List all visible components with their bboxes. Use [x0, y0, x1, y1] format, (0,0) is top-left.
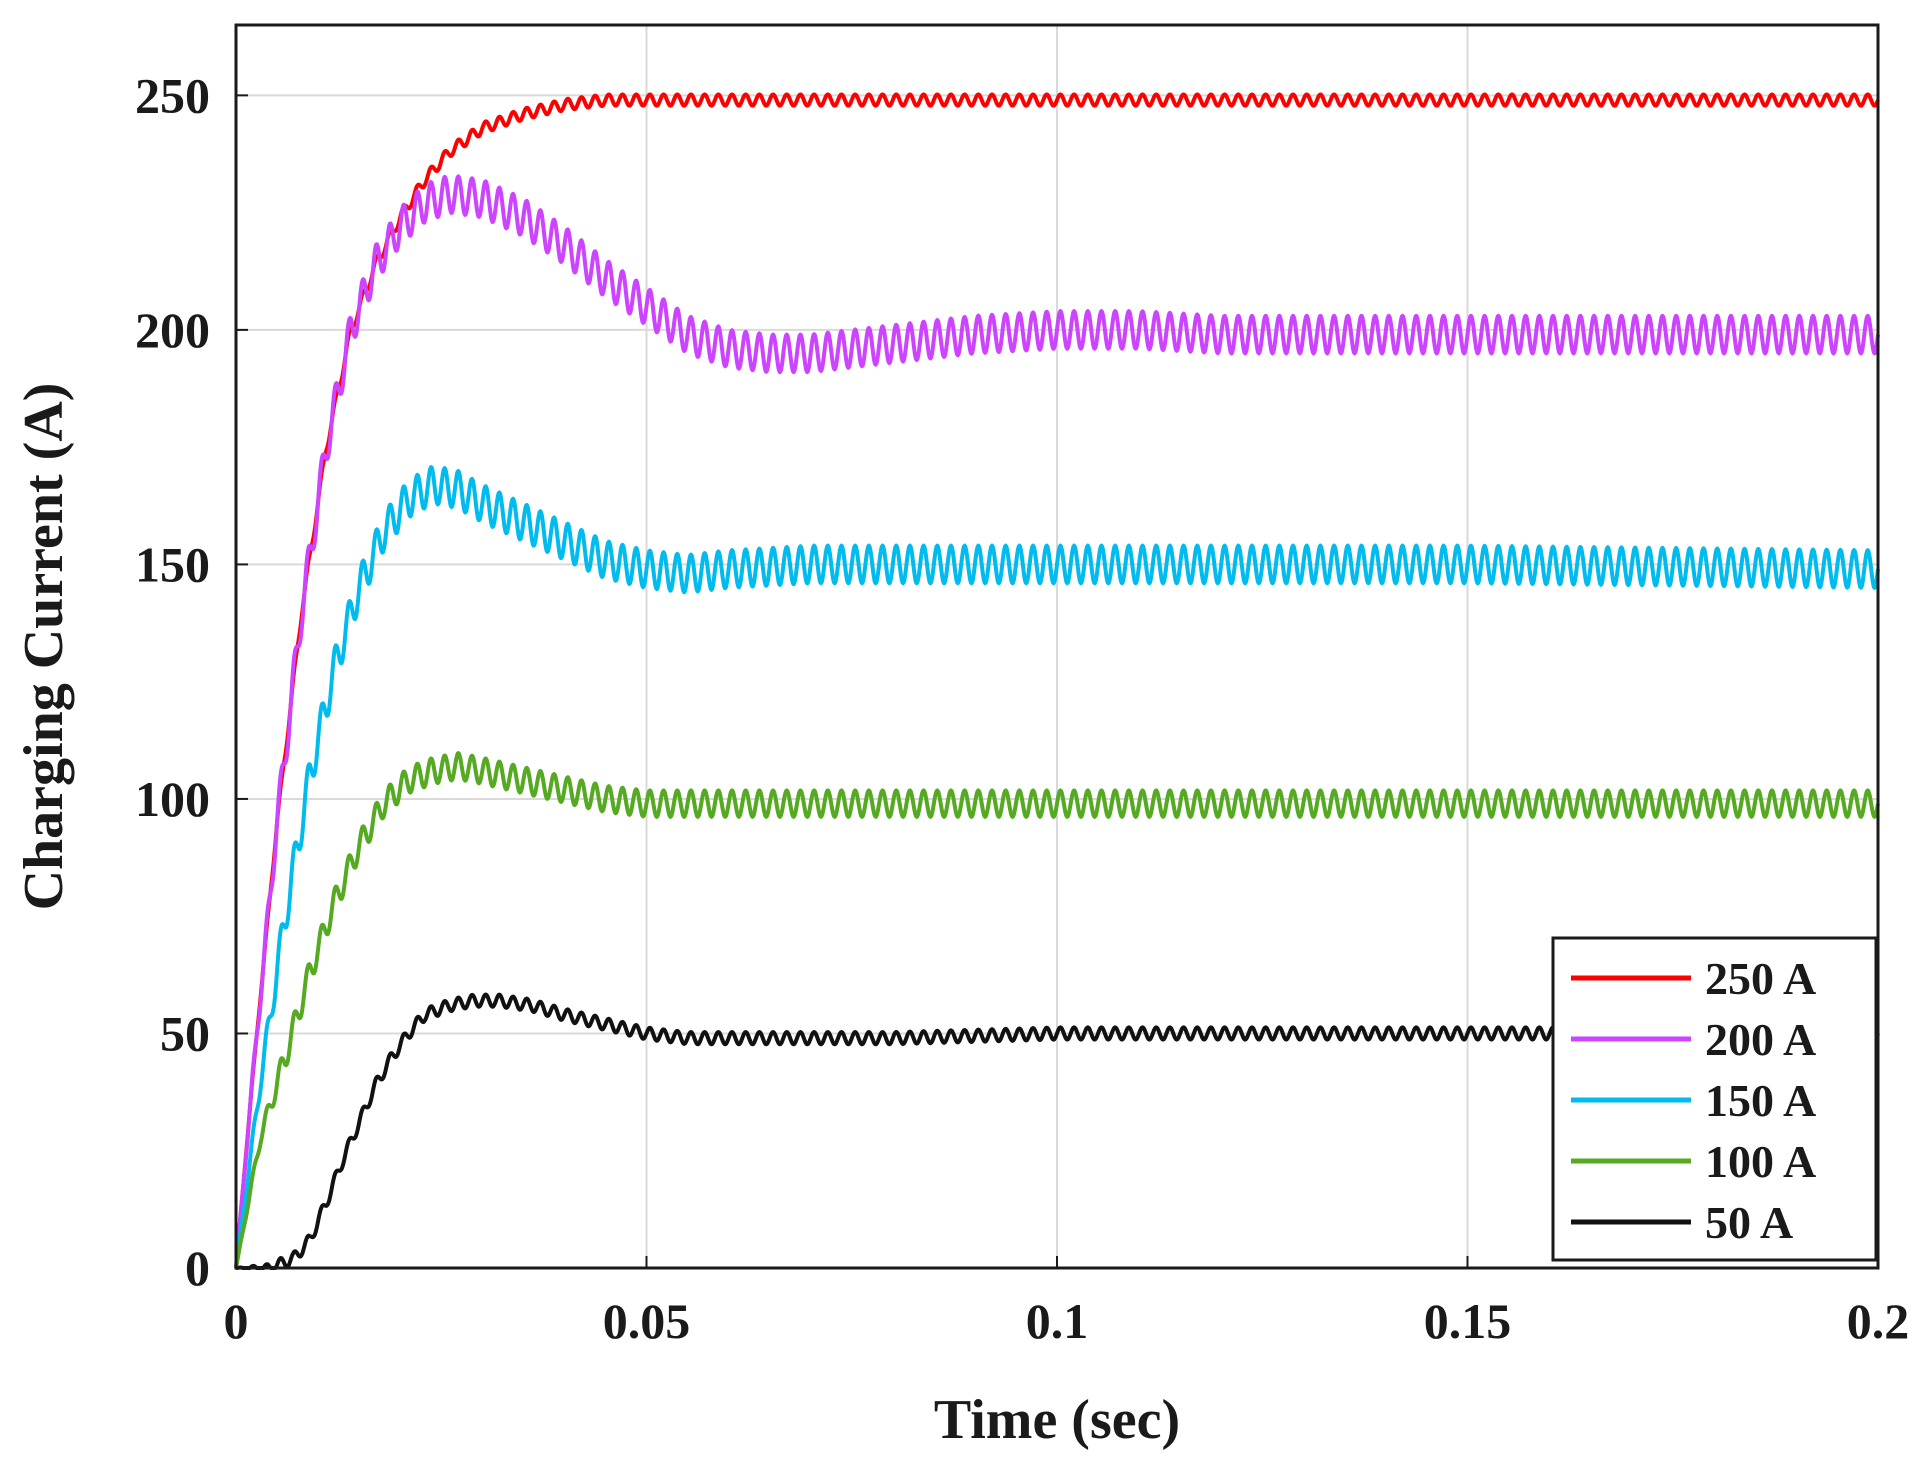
- legend-label: 200 A: [1705, 1014, 1816, 1065]
- y-tick-label: 0: [185, 1240, 210, 1296]
- y-tick-label: 150: [135, 536, 210, 592]
- series-line-1: [234, 174, 1880, 1269]
- y-axis-label: Charging Current (A): [13, 383, 75, 911]
- tick-labels: 0 0.05 0.1 0.15 0.2 0 50 100 150 200 250: [135, 67, 1909, 1349]
- x-tick-label: 0.2: [1847, 1293, 1910, 1349]
- y-tick-label: 50: [160, 1005, 210, 1061]
- legend-label: 250 A: [1705, 953, 1816, 1004]
- legend-label: 150 A: [1705, 1075, 1816, 1126]
- legend-label: 100 A: [1705, 1136, 1816, 1187]
- x-axis-label: Time (sec): [934, 1389, 1180, 1451]
- legend: 250 A 200 A 150 A 100 A 50 A: [1551, 936, 1878, 1262]
- y-tick-label: 200: [135, 302, 210, 358]
- axis-ticks: [235, 94, 1879, 1269]
- y-tick-label: 100: [135, 771, 210, 827]
- x-tick-label: 0.05: [603, 1293, 691, 1349]
- series-line-0: [234, 92, 1880, 1269]
- x-tick-label: 0.15: [1424, 1293, 1512, 1349]
- x-tick-label: 0.1: [1026, 1293, 1089, 1349]
- legend-label: 50 A: [1705, 1197, 1793, 1248]
- series-line-2: [234, 465, 1880, 1269]
- series-line-3: [234, 751, 1880, 1269]
- series-layer: [234, 92, 1880, 1270]
- y-tick-label: 250: [135, 67, 210, 123]
- x-tick-label: 0: [224, 1293, 249, 1349]
